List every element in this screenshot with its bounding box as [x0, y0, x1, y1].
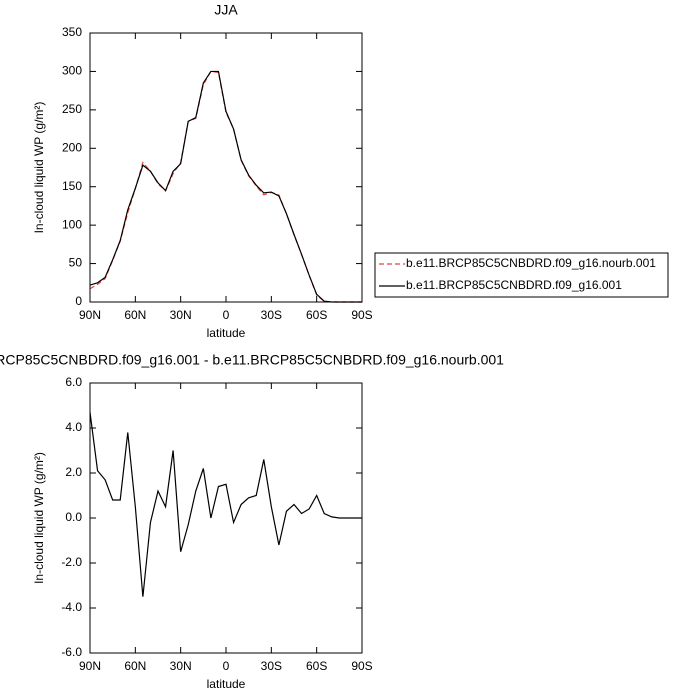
x-tick-label: 0: [223, 308, 230, 322]
x-tick-label: 90N: [79, 659, 101, 673]
y-tick-label: -2.0: [61, 555, 82, 569]
y-tick-label: 300: [62, 64, 82, 78]
x-tick-label: 60N: [124, 659, 146, 673]
x-tick-label: 30N: [170, 308, 192, 322]
x-tick-label: 90N: [79, 308, 101, 322]
x-tick-label: 90S: [351, 659, 372, 673]
data-line: [89, 412, 362, 597]
legend-label: b.e11.BRCP85C5CNBDRD.f09_g16.001: [406, 278, 622, 292]
y-tick-label: 50: [69, 256, 83, 270]
y-tick-label: 200: [62, 140, 82, 154]
x-axis-label: latitude: [207, 326, 246, 340]
plot-frame: [89, 382, 363, 654]
y-tick-label: 2.0: [65, 465, 82, 479]
plot-frame: [89, 32, 363, 303]
y-tick-label: 350: [62, 25, 82, 39]
y-tick-label: 150: [62, 179, 82, 193]
x-tick-label: 30S: [261, 659, 282, 673]
y-tick-label: 0.0: [65, 510, 82, 524]
legend-box: [374, 252, 669, 298]
x-tick-label: 90S: [351, 308, 372, 322]
y-tick-label: 4.0: [65, 420, 82, 434]
y-tick-label: -4.0: [61, 600, 82, 614]
x-tick-label: 0: [223, 659, 230, 673]
y-tick-label: 250: [62, 102, 82, 116]
data-line: [89, 70, 362, 303]
x-tick-label: 60N: [124, 308, 146, 322]
chart-title: JJA: [214, 2, 238, 18]
x-axis-label: latitude: [207, 677, 246, 691]
y-axis-label: In-cloud liquid WP (g/m²): [32, 452, 46, 584]
x-tick-label: 60S: [306, 308, 327, 322]
data-line: [89, 70, 362, 303]
y-axis-label: In-cloud liquid WP (g/m²): [32, 102, 46, 234]
y-tick-label: 0: [75, 294, 82, 308]
x-tick-label: 30S: [261, 308, 282, 322]
x-tick-label: 60S: [306, 659, 327, 673]
legend-label: b.e11.BRCP85C5CNBDRD.f09_g16.nourb.001: [406, 256, 656, 270]
x-tick-label: 30N: [170, 659, 192, 673]
y-tick-label: -6.0: [61, 645, 82, 659]
chart-title: b.e11.BRCP85C5CNBDRD.f09_g16.001 - b.e11…: [0, 352, 504, 368]
y-tick-label: 100: [62, 217, 82, 231]
y-tick-label: 6.0: [65, 375, 82, 389]
